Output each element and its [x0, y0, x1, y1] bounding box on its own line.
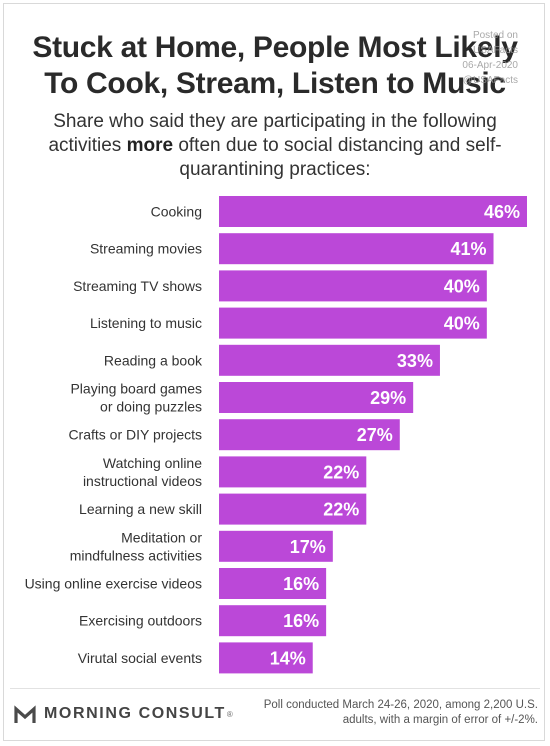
bar-9 [219, 530, 333, 562]
bar-1 [219, 233, 494, 265]
category-label-7-line-1: instructional videos [83, 473, 202, 489]
category-label-9-line-1: mindfulness activities [70, 547, 202, 563]
bar-value-label-3: 40% [444, 314, 480, 334]
bar-value-label-0: 46% [484, 202, 520, 222]
chart-subtitle: Share who said they are participating in… [20, 110, 530, 182]
brand-name: MORNING CONSULT [44, 705, 226, 722]
category-label-1: Streaming movies [90, 241, 202, 257]
category-label-9-line-0: Meditation or [121, 529, 202, 545]
category-label-0: Cooking [151, 204, 202, 220]
watermark-line-4: @USAFacts [462, 75, 518, 86]
bar-2 [219, 270, 487, 302]
category-label-10: Using online exercise videos [25, 576, 202, 592]
subtitle-part-1: Share who said they are participating in… [48, 111, 497, 156]
bar-6 [219, 419, 400, 451]
category-label-3: Listening to music [90, 315, 202, 331]
bar-value-label-8: 22% [323, 500, 359, 520]
subtitle-emphasis: more [126, 135, 174, 156]
category-label-7-line-0: Watching online [103, 455, 202, 471]
footnote: Poll conducted March 24-26, 2020, among … [263, 699, 538, 726]
bar-group-2: 40% Streaming TV shows [73, 270, 487, 302]
bar-group-3: 40% Listening to music [90, 307, 487, 339]
bar-group-8: 22% Learning a new skill [79, 493, 367, 525]
chart-title: Stuck at Home, People Most Likely To Coo… [0, 30, 550, 102]
bar-0 [219, 196, 527, 227]
bar-group-12: 14% Virutal social events [78, 642, 313, 674]
bar-value-label-4: 33% [397, 351, 433, 371]
category-label-8: Learning a new skill [79, 501, 202, 517]
category-label-2: Streaming TV shows [73, 278, 202, 294]
title-line-2: To Cook, Stream, Listen to Music [44, 67, 506, 100]
bar-12 [219, 642, 313, 674]
bar-group-10: 16% Using online exercise videos [25, 568, 327, 599]
bar-group-0: 46% Cooking [151, 196, 527, 227]
watermark-line-3: 06-Apr-2020 [462, 60, 518, 71]
bar-4 [219, 344, 440, 376]
bar-5 [219, 382, 414, 413]
bar-value-label-6: 27% [357, 425, 393, 445]
brand-logo: MORNING CONSULT ® [14, 703, 233, 725]
footer-divider [10, 688, 540, 689]
bar-group-11: 16% Exercising outdoors [79, 605, 327, 637]
watermark-line-1: Posted on [472, 30, 518, 41]
title-line-1: Stuck at Home, People Most Likely [32, 31, 518, 64]
bar-value-label-9: 17% [290, 537, 326, 557]
watermark-line-2: USAFacts [472, 45, 518, 56]
bar-value-label-11: 16% [283, 611, 319, 631]
bar-3 [219, 307, 487, 339]
bar-group-1: 41% Streaming movies [90, 233, 494, 265]
bar-group-7: 22% Watching online instructional videos [83, 455, 367, 489]
category-label-4: Reading a book [104, 352, 203, 368]
bar-value-label-5: 29% [370, 388, 406, 408]
morning-consult-logo-icon [14, 705, 36, 723]
bar-group-6: 27% Crafts or DIY projects [68, 419, 400, 451]
bar-value-label-2: 40% [444, 276, 480, 296]
bar-value-label-10: 16% [283, 574, 319, 594]
category-label-5-line-1: or doing puzzles [100, 399, 202, 415]
category-label-5-line-0: Playing board games [70, 381, 202, 397]
category-label-12: Virutal social events [78, 650, 202, 666]
bar-7 [219, 456, 367, 488]
bar-value-label-1: 41% [450, 239, 486, 259]
watermark: Posted on USAFacts 06-Apr-2020 @USAFacts [418, 28, 518, 88]
category-label-6: Crafts or DIY projects [68, 427, 202, 443]
bar-group-9: 17% Meditation or mindfulness activities [70, 529, 333, 563]
bar-10 [219, 568, 327, 599]
subtitle-part-2: often due to social distancing and self-… [173, 135, 502, 180]
category-label-11: Exercising outdoors [79, 613, 202, 629]
bar-group-5: 29% Playing board games or doing puzzles [70, 381, 414, 415]
bar-value-label-12: 14% [270, 648, 306, 668]
bar-11 [219, 605, 327, 637]
bar-value-label-7: 22% [323, 462, 359, 482]
bar-8 [219, 493, 367, 525]
brand-registered-mark: ® [226, 709, 233, 719]
bar-group-4: 33% Reading a book [104, 344, 440, 376]
